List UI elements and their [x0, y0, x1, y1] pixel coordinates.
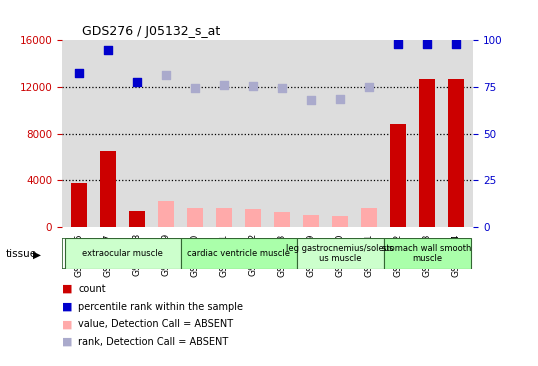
Text: ■: ■: [62, 284, 73, 294]
Text: rank, Detection Call = ABSENT: rank, Detection Call = ABSENT: [78, 337, 228, 347]
Text: percentile rank within the sample: percentile rank within the sample: [78, 302, 243, 312]
Point: [220, 82, 229, 87]
Bar: [448, 79, 464, 227]
Point: [162, 72, 171, 78]
Text: cardiac ventricle muscle: cardiac ventricle muscle: [187, 249, 290, 258]
Bar: [216, 208, 232, 227]
Point: [336, 96, 344, 101]
Bar: [274, 212, 290, 227]
Point: [394, 41, 402, 47]
Bar: [332, 216, 348, 227]
Point: [365, 84, 373, 90]
Point: [133, 79, 141, 85]
Text: value, Detection Call = ABSENT: value, Detection Call = ABSENT: [78, 319, 233, 329]
Text: tissue: tissue: [5, 249, 37, 259]
FancyBboxPatch shape: [384, 238, 471, 269]
Point: [278, 85, 286, 91]
Text: count: count: [78, 284, 105, 294]
Point: [191, 85, 200, 91]
Text: ■: ■: [62, 319, 73, 329]
Bar: [303, 215, 319, 227]
FancyBboxPatch shape: [65, 238, 181, 269]
Text: ■: ■: [62, 302, 73, 312]
Point: [423, 41, 431, 47]
Bar: [129, 210, 145, 227]
FancyBboxPatch shape: [296, 238, 384, 269]
Bar: [419, 79, 435, 227]
Text: ■: ■: [62, 337, 73, 347]
Bar: [390, 124, 406, 227]
Bar: [187, 208, 203, 227]
Text: ▶: ▶: [33, 249, 41, 259]
Bar: [245, 209, 261, 227]
Point: [75, 70, 83, 76]
Bar: [100, 151, 116, 227]
Text: stomach wall smooth
muscle: stomach wall smooth muscle: [383, 244, 472, 263]
Point: [307, 97, 315, 103]
Point: [249, 83, 258, 89]
Text: leg gastrocnemius/soleus
us muscle: leg gastrocnemius/soleus us muscle: [286, 244, 394, 263]
Text: extraocular muscle: extraocular muscle: [82, 249, 163, 258]
Text: GDS276 / J05132_s_at: GDS276 / J05132_s_at: [82, 25, 221, 38]
Point: [104, 46, 112, 52]
Bar: [158, 201, 174, 227]
FancyBboxPatch shape: [181, 238, 296, 269]
Point: [452, 41, 461, 47]
Bar: [361, 208, 377, 227]
Bar: [72, 183, 87, 227]
